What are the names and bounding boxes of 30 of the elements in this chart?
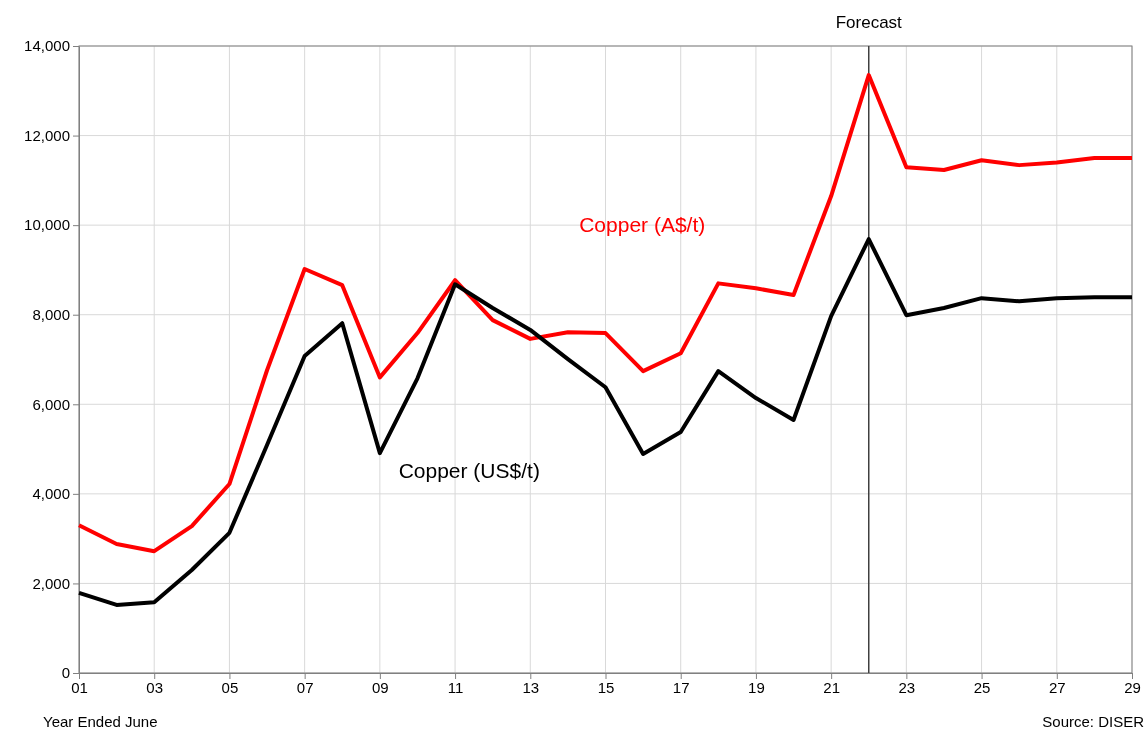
x-tick-label: 23 — [898, 678, 916, 696]
x-tick-label: 29 — [1124, 678, 1141, 696]
x-tick-label: 03 — [146, 678, 164, 696]
x-tick-label: 13 — [522, 678, 540, 696]
x-tick-label: 25 — [973, 678, 991, 696]
x-tick-label: 27 — [1048, 678, 1066, 696]
source-note: Source: DISER — [1042, 713, 1145, 730]
y-tick-label: 8,000 — [32, 306, 70, 324]
y-tick-label: 10,000 — [24, 216, 70, 234]
text: Copper (A$/t) — [579, 213, 706, 237]
x-tick-label: 15 — [597, 678, 615, 696]
x-tick-label: 07 — [296, 678, 314, 696]
x-tick-label: 09 — [372, 678, 389, 696]
y-tick-label: 0 — [61, 664, 70, 682]
y-tick-label: 12,000 — [24, 126, 70, 144]
ref-line-label: Forecast — [835, 13, 903, 32]
y-tick-label: 4,000 — [32, 485, 70, 503]
y-tick-label: 2,000 — [32, 574, 70, 592]
line-series — [77, 73, 1134, 554]
x-tick-label: 01 — [71, 678, 88, 696]
series-label: Copper (US$/t) — [398, 459, 540, 483]
x-tick-label: 17 — [672, 678, 690, 696]
x-tick-label: 11 — [447, 678, 464, 696]
x-tick-label: 05 — [221, 678, 239, 696]
line-series — [77, 237, 1134, 607]
x-tick-label: 21 — [823, 678, 840, 696]
x-tick-label: 19 — [748, 678, 765, 696]
y-tick-label: 14,000 — [24, 37, 70, 55]
x-axis-title: Year Ended June — [43, 713, 158, 730]
y-tick-label: 6,000 — [32, 395, 70, 413]
